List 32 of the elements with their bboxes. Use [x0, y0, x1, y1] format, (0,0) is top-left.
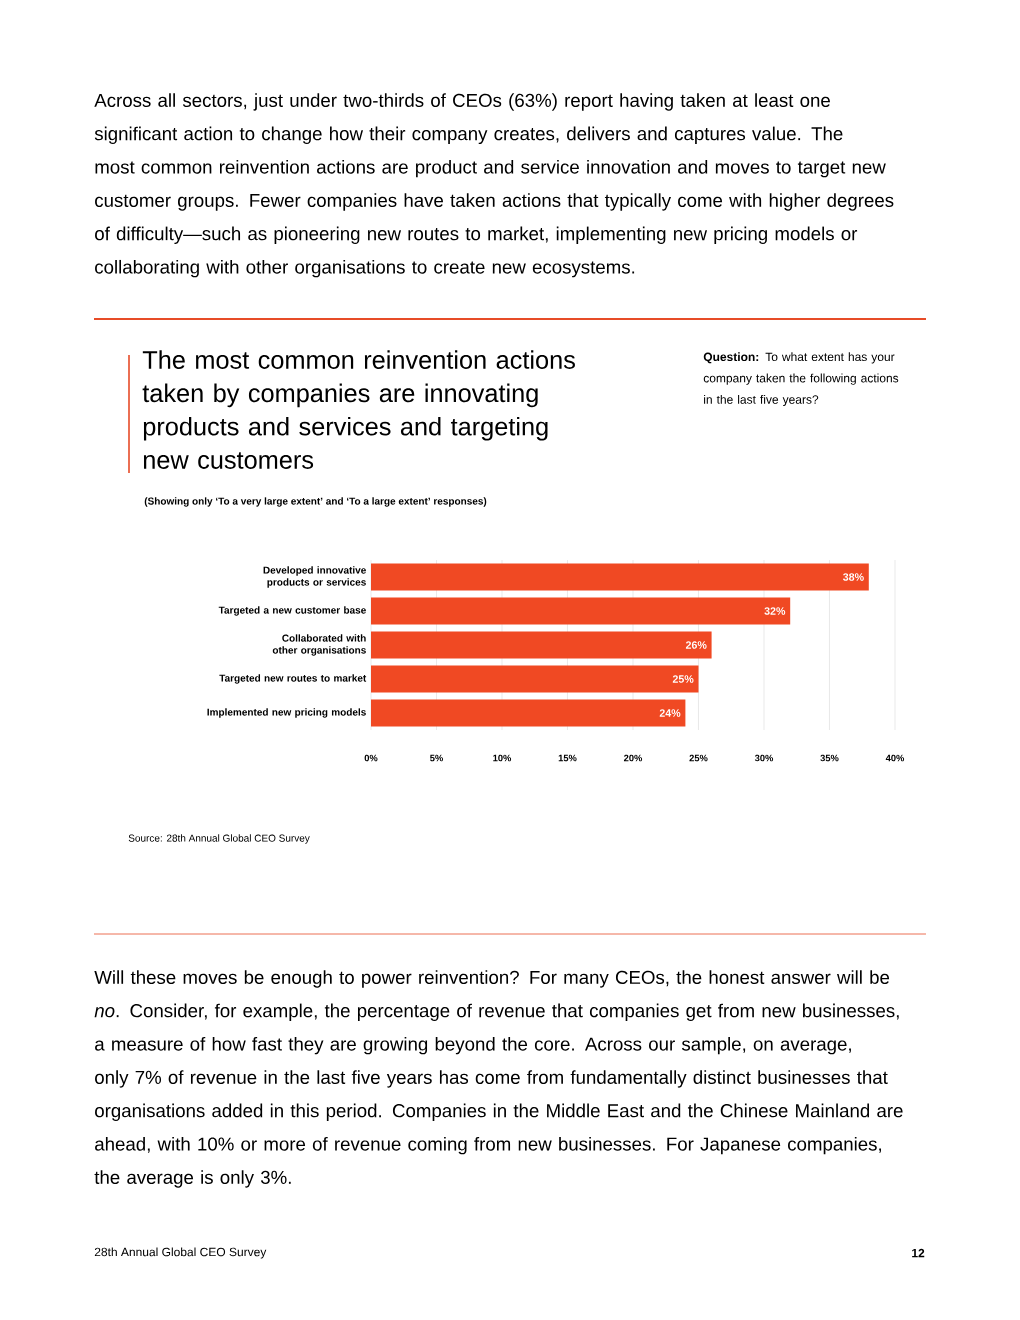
x-tick-label: 30%	[754, 754, 774, 762]
source-note: Source: 28th Annual Global CEO Survey	[128, 834, 310, 844]
data-label: 26%	[685, 641, 707, 649]
text: 12	[912, 1248, 925, 1258]
text: Will these moves be enough to power reinvention? For many CEOs, the honest answer will be no. Consider, for example, the percentage of revenue that companies get from new businesses, a measure of how fast they are growing beyond the core. Across our sample, on average, only 7% of revenue in the last five years has come from fundamentally distinct businesses that organisations added in this period. Companies in the Middle East and the Chinese Mainland are ahead, with 10% or more of revenue coming from new businesses. For Japanese companies, the average is only 3%.	[94, 970, 903, 1188]
chart-title: The most common reinvention actions taken by companies are innovating products and services and targeting new customers	[142, 350, 575, 469]
x-tick-label: 15%	[558, 754, 577, 762]
x-tick-label: 40%	[885, 754, 905, 762]
text: Across all sectors, just under two-thirds of CEOs (63%) report having taken at least one significant action to change how their company creates, delivers and captures value. The most common reinvention actions are product and service innovation and moves to target new customer groups. Fewer companies have taken actions that typically come with higher degrees of difficulty—such as pioneering new routes to market, implementing new pricing models or collaborating with other organisations to create new ecosystems.	[94, 93, 894, 278]
bar	[371, 597, 791, 625]
text: 28th Annual Global CEO Survey	[94, 1247, 267, 1259]
data-label: 24%	[659, 709, 681, 717]
text: Question: To what extent has your company taken the following actions in the last five years?	[703, 352, 899, 407]
bar	[371, 665, 699, 693]
x-tick-label: 10%	[493, 754, 512, 762]
x-tick-label: 35%	[820, 754, 839, 762]
y-tick-label: Targeted a new customer base	[218, 606, 366, 616]
data-label: 25%	[672, 675, 694, 683]
bar	[371, 563, 869, 591]
bar	[371, 699, 686, 727]
x-tick-label: 0%	[364, 754, 378, 762]
y-tick-label: Targeted new routes to market	[219, 674, 367, 684]
chart-subtitle: (Showing only ‘To a very large extent’ and ‘To a large extent’ responses)	[144, 497, 487, 507]
data-label: 38%	[842, 573, 864, 581]
y-tick-label: Developed innovative products or services	[263, 566, 366, 588]
x-tick-label: 5%	[430, 754, 443, 762]
y-tick-label: Collaborated with other organisations	[272, 634, 366, 656]
bar	[371, 631, 712, 659]
y-tick-label: Implemented new pricing models	[207, 708, 366, 718]
x-tick-label: 20%	[623, 754, 643, 762]
x-tick-label: 25%	[689, 754, 708, 762]
data-label: 32%	[764, 607, 786, 615]
